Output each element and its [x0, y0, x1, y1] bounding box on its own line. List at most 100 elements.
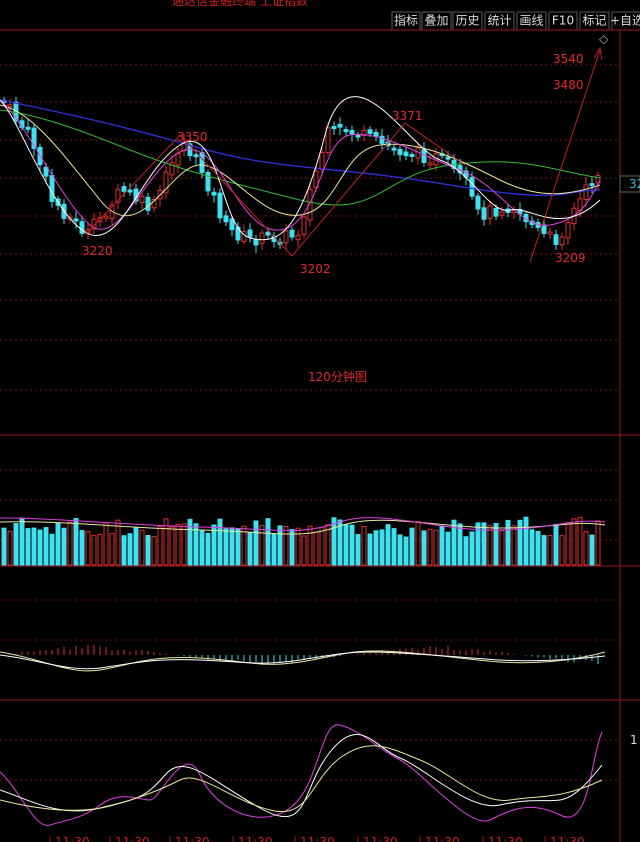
toolbar-button[interactable]: 历史	[452, 11, 483, 31]
candle-body	[349, 129, 355, 135]
button-label[interactable]: 画线	[519, 14, 543, 28]
volume-bar	[313, 531, 319, 566]
price-axis-label: 32	[629, 177, 640, 191]
button-label[interactable]: 历史	[455, 14, 479, 28]
volume-bar	[385, 524, 391, 566]
candle-body	[145, 196, 151, 211]
volume-bar	[511, 525, 517, 566]
option-icon[interactable]: ◇	[599, 32, 609, 46]
volume-bar	[403, 536, 409, 566]
button-label[interactable]: +自选	[610, 14, 640, 28]
candle-body	[553, 234, 559, 245]
volume-bar	[445, 531, 451, 566]
volume-bar	[409, 527, 415, 566]
candle-body	[583, 184, 589, 201]
candle-body	[79, 221, 85, 234]
volume-bar	[133, 526, 139, 566]
candle-body	[547, 231, 553, 235]
button-label[interactable]: 标记	[582, 14, 606, 28]
volume-bar	[469, 531, 475, 566]
volume-bar	[433, 529, 439, 566]
button-label[interactable]: 统计	[487, 14, 511, 28]
candle-body	[493, 207, 499, 217]
annotation: 3350	[177, 130, 208, 144]
candle-body	[517, 208, 523, 215]
volume-bar	[205, 532, 211, 566]
volume-bar	[49, 533, 55, 566]
candle-body	[337, 124, 343, 128]
volume-bar	[139, 529, 145, 566]
volume-bar	[325, 524, 331, 566]
button-label[interactable]: 叠加	[424, 14, 448, 28]
volume-bar	[109, 533, 115, 566]
candle-body	[391, 147, 397, 151]
toolbar-button[interactable]: 叠加	[421, 11, 452, 31]
candle-body	[361, 130, 367, 136]
candle-body	[541, 224, 547, 234]
candle-body	[223, 215, 229, 223]
ma-line	[0, 104, 601, 217]
ma-line	[0, 109, 601, 206]
candle-body	[103, 215, 109, 219]
button-label[interactable]: F10	[552, 14, 574, 28]
candle-body	[73, 218, 79, 222]
candle-body	[373, 131, 379, 137]
volume-bar	[85, 531, 91, 566]
toolbar-button[interactable]: +自选	[610, 11, 640, 31]
toolbar-button[interactable]: 指标	[391, 11, 421, 31]
macd-line	[0, 651, 606, 670]
candle-body	[229, 218, 235, 231]
volume-bar	[265, 518, 271, 566]
volume-pane	[1, 516, 601, 566]
volume-bar	[31, 527, 37, 566]
volume-bar	[505, 519, 511, 566]
volume-bar	[595, 520, 601, 566]
time-axis: 11:30 11:30 11:30 11:30 11:30 11:30 11:30 11:30…	[49, 835, 585, 842]
annotation: 3202	[300, 262, 331, 276]
trend-arrow	[593, 46, 603, 61]
ma-line	[0, 96, 601, 241]
candle-body	[289, 229, 295, 238]
toolbar-button[interactable]: 画线	[516, 11, 547, 31]
volume-bar	[331, 517, 337, 566]
volume-bar	[361, 525, 367, 566]
time-label: 11:30	[55, 835, 90, 842]
window-title: 通达信金融终端 上证指数	[172, 0, 308, 8]
candle-body	[7, 104, 13, 108]
volume-bar	[61, 527, 67, 566]
toolbar-button[interactable]: 统计	[484, 11, 515, 31]
price-tag	[619, 175, 640, 193]
candle-body	[313, 170, 319, 188]
volume-bar	[259, 524, 265, 566]
candle-body	[595, 175, 601, 184]
volume-bar	[247, 531, 253, 566]
candle-body	[283, 230, 289, 244]
volume-bar	[379, 529, 385, 566]
volume-bar	[289, 528, 295, 566]
volume-bar	[523, 516, 529, 566]
volume-bar	[307, 525, 313, 566]
kdj-line	[0, 724, 603, 826]
volume-bar	[271, 533, 277, 566]
volume-bar	[481, 522, 487, 566]
toolbar-button[interactable]: 标记	[579, 11, 610, 31]
volume-bar	[529, 529, 535, 566]
volume-bar	[577, 516, 583, 566]
volume-bar	[397, 534, 403, 566]
volume-bar	[427, 528, 433, 566]
candle-body	[31, 127, 37, 149]
volume-bar	[169, 526, 175, 566]
volume-bar	[157, 525, 163, 566]
trend-line	[84, 122, 466, 257]
kdj-line	[0, 745, 603, 813]
toolbar-button[interactable]: F10	[548, 11, 578, 31]
volume-bar	[211, 524, 217, 566]
button-label[interactable]: 指标	[394, 13, 418, 28]
volume-bar	[1, 527, 7, 566]
volume-bar	[415, 521, 421, 566]
candle-body	[127, 189, 133, 193]
annotation: 3480	[553, 78, 584, 92]
candle-body	[163, 171, 169, 194]
candle-body	[343, 129, 349, 133]
ma-line	[0, 99, 601, 231]
